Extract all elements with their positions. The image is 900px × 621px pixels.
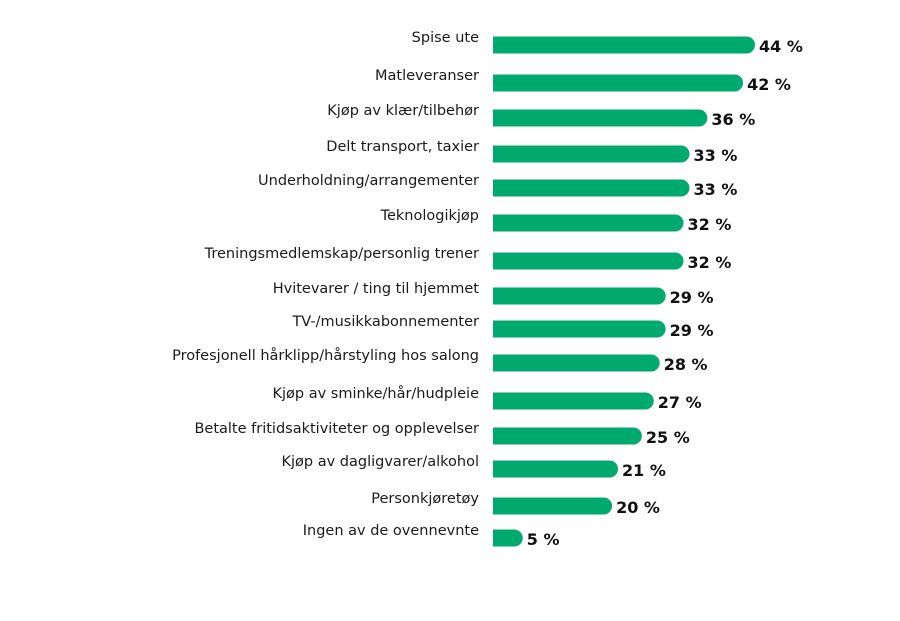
bar-row: Treningsmedlemskap/personlig trener 32 % <box>204 246 732 272</box>
bar-row: Kjøp av sminke/hår/hudpleie 27 % <box>273 385 702 412</box>
bar <box>493 529 523 547</box>
value-label: 5 % <box>527 530 560 549</box>
bar-row: Spise ute 44 % <box>412 30 803 56</box>
bar <box>493 287 666 305</box>
value-label: 25 % <box>646 428 690 447</box>
category-label: TV-/musikkabonnementer <box>291 314 479 330</box>
value-label: 32 % <box>688 253 732 272</box>
category-label: Profesjonell hårklipp/hårstyling hos sal… <box>172 347 479 364</box>
bar <box>493 354 660 372</box>
bar-row: Ingen av de ovennevnte 5 % <box>303 523 560 549</box>
value-label: 32 % <box>688 215 732 234</box>
bar-row: Teknologikjøp 32 % <box>380 208 732 234</box>
category-label: Kjøp av klær/tilbehør <box>327 103 479 119</box>
bar <box>493 145 690 163</box>
bars-group: Spise ute 44 % Matleveranser 42 % Kjøp av kl… <box>172 30 803 549</box>
bar-row: Delt transport, taxier 33 % <box>326 139 737 165</box>
bar <box>493 497 613 515</box>
bar-row: Kjøp av dagligvarer/alkohol 21 % <box>282 454 666 480</box>
bar <box>493 460 619 478</box>
bar-row: Kjøp av klær/tilbehør 36 % <box>327 103 755 129</box>
bar <box>493 320 666 338</box>
bar <box>493 36 755 54</box>
bar <box>493 74 744 92</box>
bar-row: Matleveranser 42 % <box>375 68 791 94</box>
value-label: 36 % <box>711 110 755 129</box>
value-label: 21 % <box>622 461 666 480</box>
category-label: Treningsmedlemskap/personlig trener <box>204 246 479 262</box>
value-label: 33 % <box>694 146 738 165</box>
category-label: Matleveranser <box>375 68 479 84</box>
bar-row: Personkjøretøy 20 % <box>371 491 660 517</box>
value-label: 42 % <box>747 75 791 94</box>
category-label: Kjøp av sminke/hår/hudpleie <box>273 385 480 402</box>
category-label: Ingen av de ovennevnte <box>303 523 479 539</box>
bar-row: TV-/musikkabonnementer 29 % <box>291 314 713 340</box>
bar-row: Underholdning/arrangementer 33 % <box>258 173 737 199</box>
value-label: 28 % <box>664 355 708 374</box>
bar <box>493 392 654 410</box>
category-label: Delt transport, taxier <box>326 139 479 155</box>
bar <box>493 252 684 270</box>
value-label: 27 % <box>658 393 702 412</box>
value-label: 29 % <box>670 288 714 307</box>
value-label: 44 % <box>759 37 803 56</box>
bar-row: Hvitevarer / ting til hjemmet 29 % <box>273 281 714 307</box>
bar <box>493 109 708 127</box>
value-label: 20 % <box>616 498 660 517</box>
bar <box>493 427 642 445</box>
category-label: Personkjøretøy <box>371 491 479 507</box>
category-label: Teknologikjøp <box>380 208 479 224</box>
bar <box>493 214 684 232</box>
category-label: Kjøp av dagligvarer/alkohol <box>282 454 480 470</box>
category-label: Hvitevarer / ting til hjemmet <box>273 281 480 297</box>
category-label: Spise ute <box>412 30 479 46</box>
value-label: 29 % <box>670 321 714 340</box>
bar-row: Betalte fritidsaktiviteter og opplevelse… <box>194 421 689 447</box>
bar <box>493 179 690 197</box>
value-label: 33 % <box>694 180 738 199</box>
category-label: Betalte fritidsaktiviteter og opplevelse… <box>194 421 479 437</box>
category-label: Underholdning/arrangementer <box>258 173 479 189</box>
bar-row: Profesjonell hårklipp/hårstyling hos sal… <box>172 347 708 374</box>
